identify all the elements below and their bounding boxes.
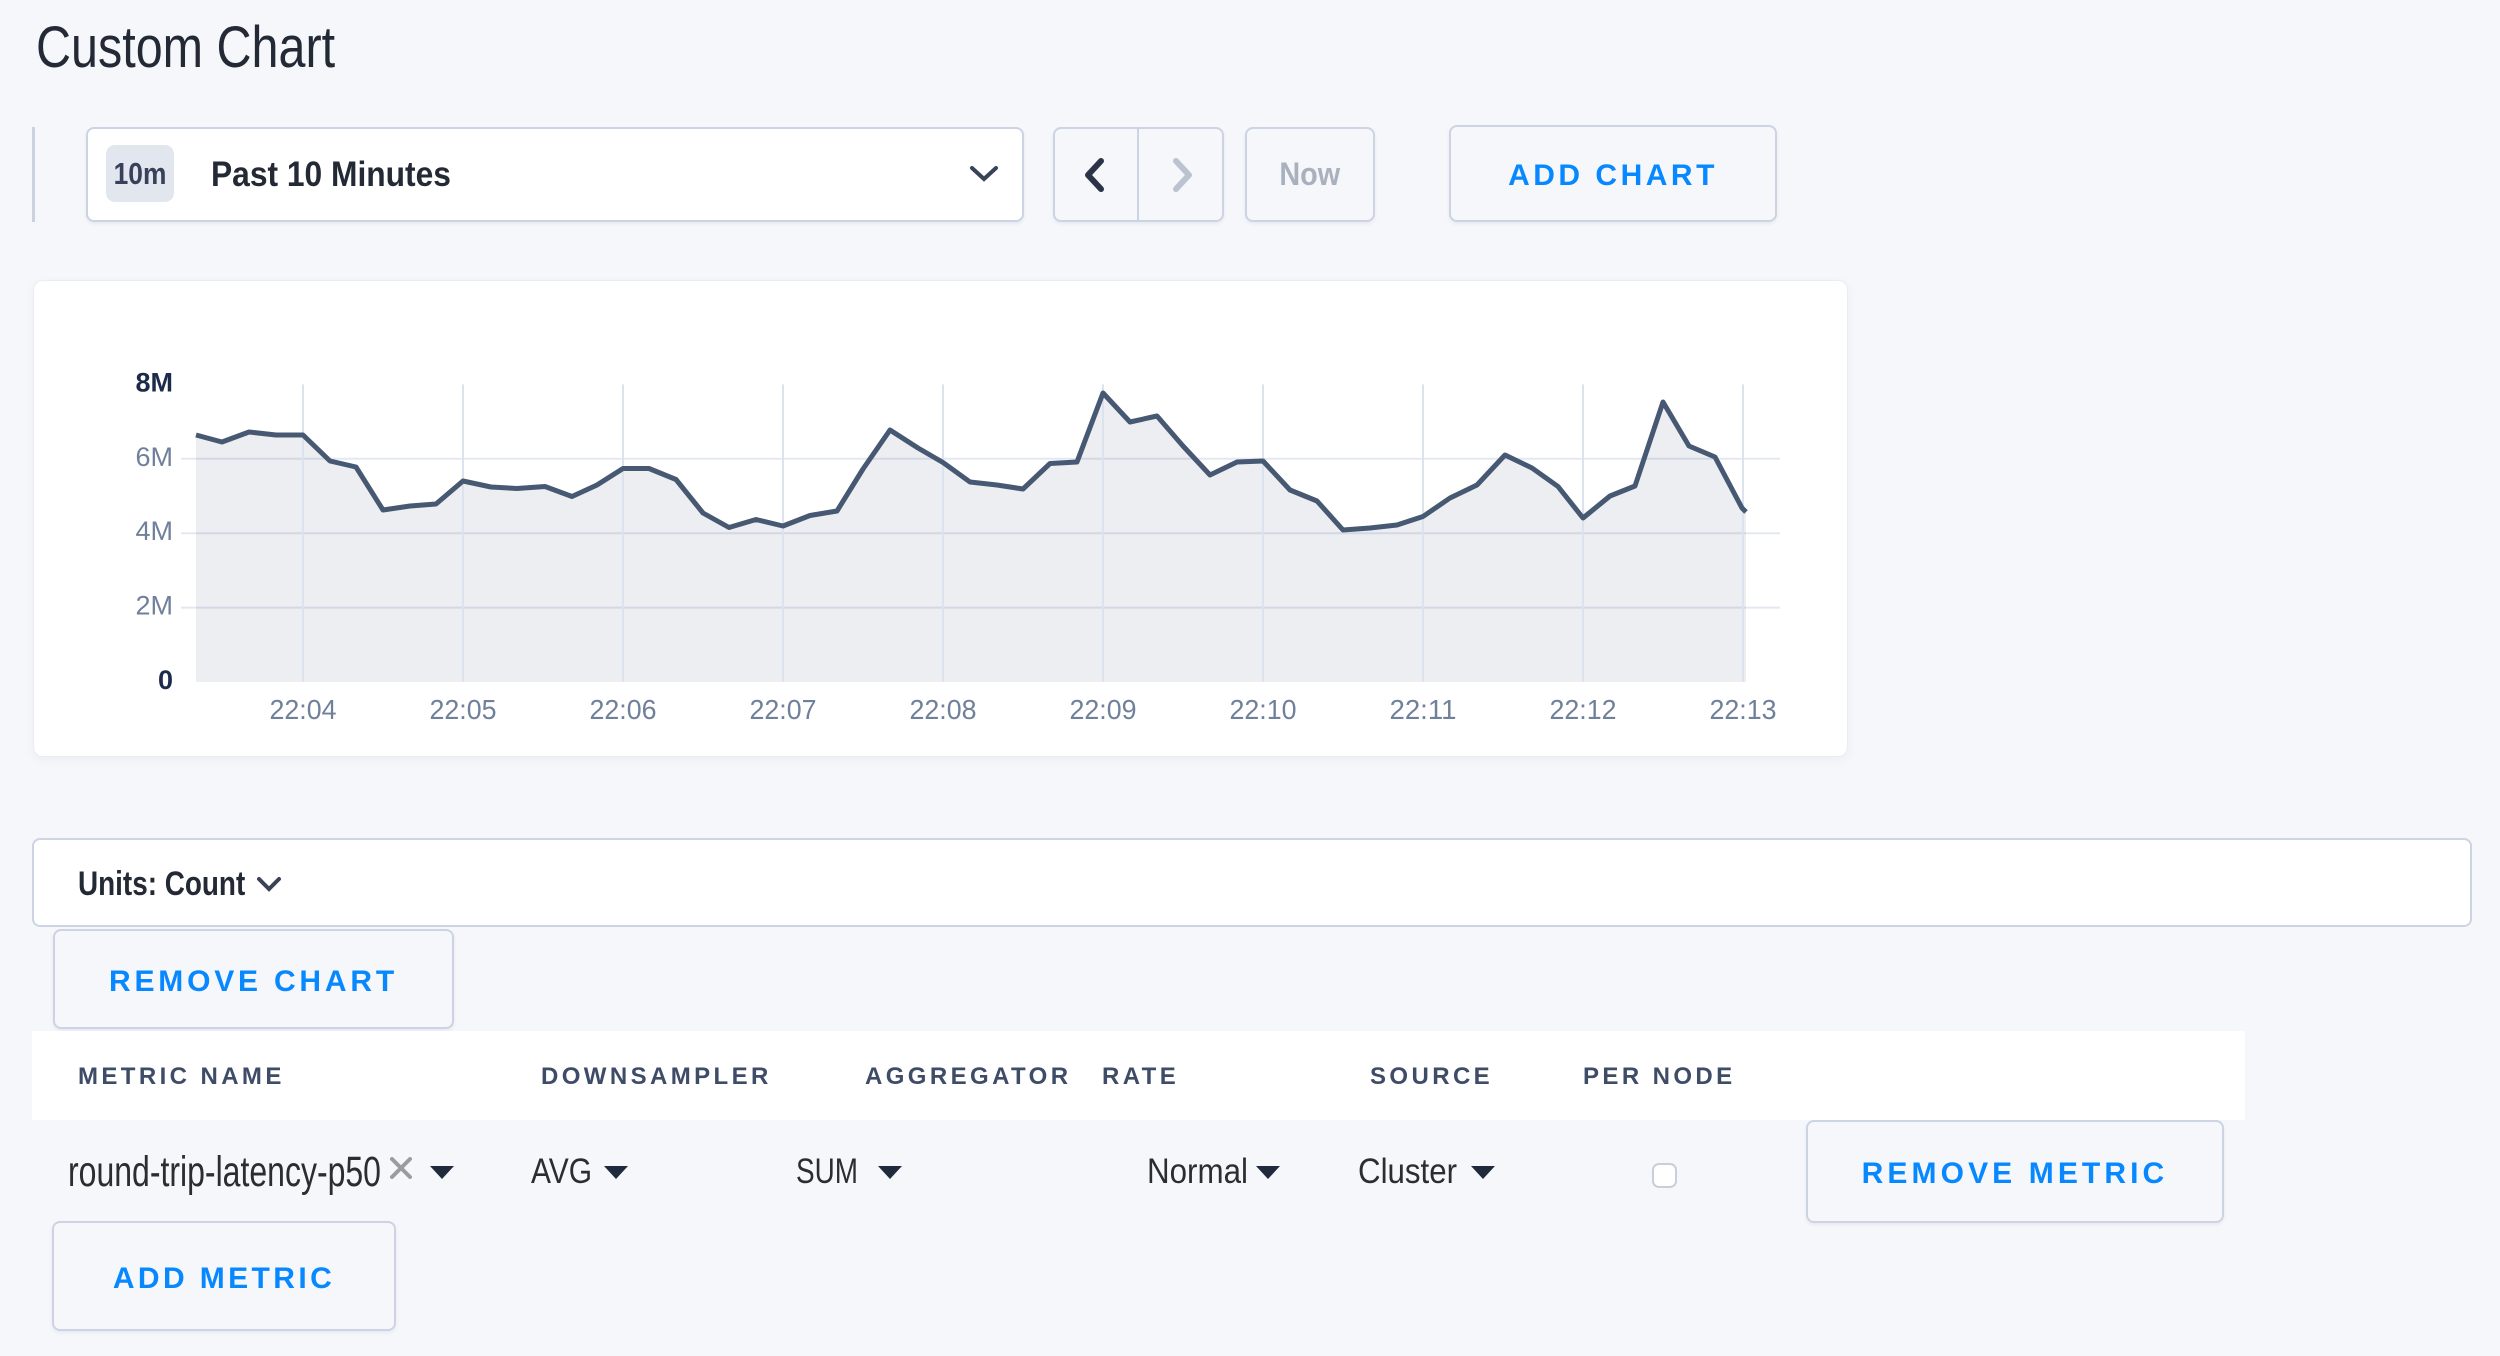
svg-text:22:06: 22:06 (590, 694, 657, 725)
svg-text:22:05: 22:05 (430, 694, 497, 725)
svg-text:22:07: 22:07 (750, 694, 817, 725)
svg-text:22:04: 22:04 (270, 694, 337, 725)
svg-text:22:08: 22:08 (910, 694, 977, 725)
svg-text:22:12: 22:12 (1550, 694, 1617, 725)
svg-text:22:11: 22:11 (1390, 694, 1457, 725)
svg-text:2M: 2M (135, 591, 173, 621)
svg-text:22:13: 22:13 (1710, 694, 1777, 725)
svg-text:8M: 8M (135, 367, 173, 397)
svg-text:22:10: 22:10 (1230, 694, 1297, 725)
svg-text:0: 0 (158, 665, 173, 695)
svg-text:22:09: 22:09 (1070, 694, 1137, 725)
svg-text:6M: 6M (135, 442, 173, 472)
svg-text:4M: 4M (135, 516, 173, 546)
